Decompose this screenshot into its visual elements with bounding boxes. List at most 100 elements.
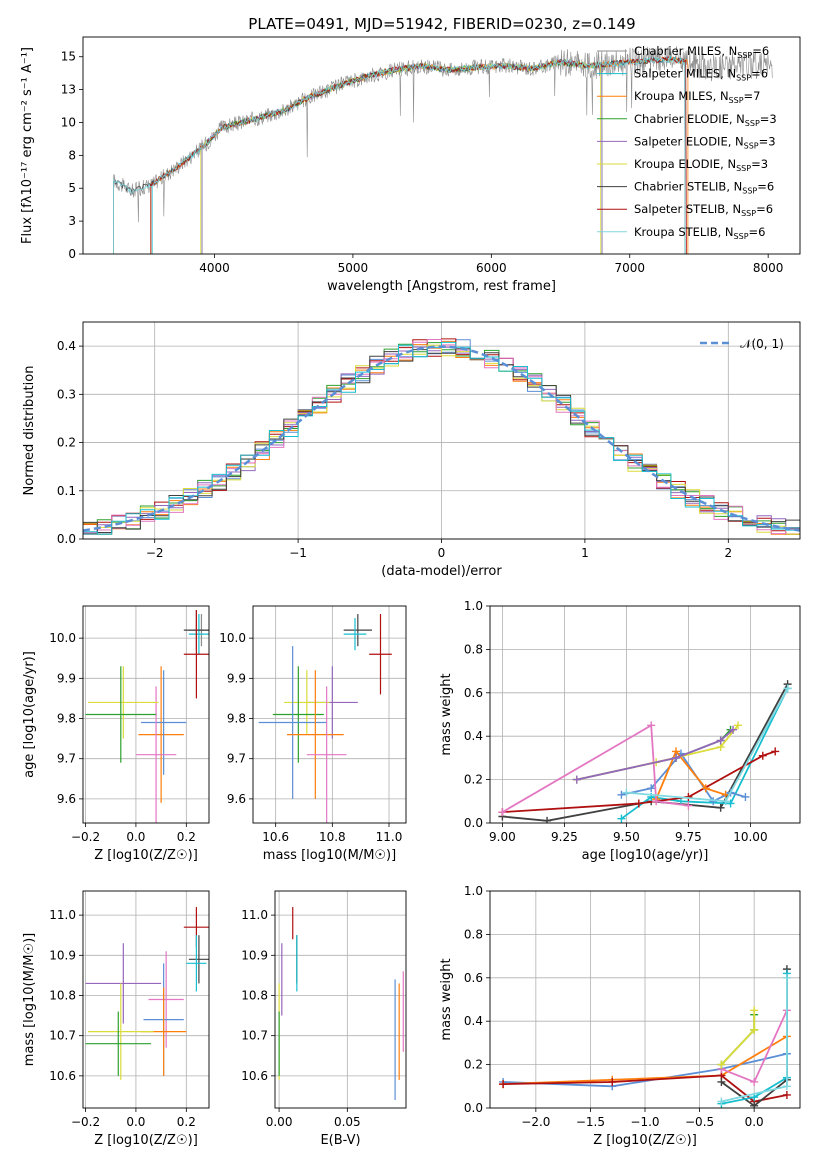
y-tick-label: 10.7 (241, 1029, 268, 1043)
weight-marker (647, 721, 656, 730)
weight-series-line (503, 1035, 788, 1085)
weight-marker (634, 799, 643, 808)
histogram-step (83, 344, 800, 535)
panel-weight_vs_age: 9.00 9.25 9.50 9.75 10.00 0.0 0.2 0.4 0.6 0.8 1.0 a… (439, 599, 801, 863)
weight-marker (716, 803, 725, 812)
weight-marker (750, 1101, 759, 1108)
y-tick-label: 10.9 (49, 948, 76, 962)
x-tick-label: 1 (581, 546, 589, 560)
x-axis-label: age [log10(age/yr)] (582, 848, 709, 863)
y-tick-label: 0.2 (464, 773, 483, 787)
x-tick-label: 9.75 (675, 830, 702, 844)
x-axis-label: Z [log10(Z/Z☉)] (94, 1133, 198, 1148)
y-tick-label: 0.6 (464, 971, 483, 985)
plot-area (278, 907, 404, 1100)
y-tick-label: 9.7 (57, 752, 76, 766)
y-tick-label: 0.2 (464, 1058, 483, 1072)
x-tick-label: 0.0 (126, 1115, 145, 1129)
legend-entry: Kroupa STELIB, NSSP=6 (634, 225, 765, 241)
plot-area (499, 965, 791, 1108)
x-tick-label: 10.6 (262, 830, 289, 844)
weight-marker (734, 721, 742, 730)
weight-marker (750, 1006, 759, 1015)
weight-marker (783, 684, 792, 693)
weight-marker (716, 736, 725, 745)
x-tick-label: 0 (438, 546, 446, 560)
x-tick-label: 10.8 (319, 830, 346, 844)
x-axis-label: Z [log10(Z/Z☉)] (94, 848, 198, 863)
weight-marker (717, 1060, 726, 1069)
y-tick-label: 13 (61, 83, 76, 97)
legend-entry: Kroupa MILES, NSSP=7 (634, 89, 760, 105)
y-tick-label: 10 (61, 115, 76, 129)
plot-area (258, 614, 392, 823)
histogram-step (83, 348, 800, 533)
weight-marker (572, 775, 581, 784)
x-tick-label: 9.25 (551, 830, 578, 844)
y-tick-label: 3 (68, 214, 76, 228)
x-tick-label: 0.05 (334, 1115, 361, 1129)
weight-marker (717, 1077, 726, 1086)
y-tick-label: 10.8 (49, 988, 76, 1002)
panel-spectrum: 4000 5000 6000 7000 8000 0 3 5 8 10 13 15 wavelength… (20, 36, 801, 294)
axes-frame (489, 605, 801, 824)
x-tick-label: −0.2 (71, 830, 100, 844)
y-tick-label: 9.8 (57, 712, 76, 726)
x-tick-label: 0.0 (126, 830, 145, 844)
plot-area (85, 610, 209, 823)
panel-age_vs_Z: −0.2 0.0 0.2 9.6 9.7 9.8 9.9 10.0 Z [log10(Z/Z☉)… (22, 605, 210, 863)
y-tick-label: 9.9 (227, 671, 246, 685)
axes-frame (274, 890, 407, 1109)
legend-entry: Salpeter ELODIE, NSSP=3 (634, 134, 776, 150)
y-tick-label: 0.0 (57, 532, 76, 546)
y-tick-label: 0.0 (464, 1101, 483, 1115)
weight-marker (652, 797, 661, 806)
weight-marker (721, 797, 730, 806)
weight-marker (782, 1082, 791, 1091)
x-axis-label: E(B-V) (320, 1133, 360, 1148)
legend-entry: Salpeter STELIB, NSSP=6 (634, 202, 773, 218)
x-tick-label: 7000 (614, 261, 645, 275)
y-tick-label: 11.0 (241, 908, 268, 922)
y-tick-label: 0.4 (57, 339, 76, 353)
weight-marker (672, 753, 680, 762)
y-tick-label: 0.8 (464, 642, 483, 656)
y-tick-label: 9.7 (227, 752, 246, 766)
legend-entry: 𝒩(0, 1) (740, 337, 784, 351)
y-tick-label: 0 (68, 247, 76, 261)
weight-marker (701, 784, 710, 793)
weight-marker (717, 1097, 726, 1106)
weight-series-line (655, 749, 726, 800)
y-tick-label: 9.6 (57, 792, 76, 806)
y-tick-label: 1.0 (464, 884, 483, 898)
axes-frame (82, 605, 210, 824)
x-axis-label: Z [log10(Z/Z☉)] (593, 1133, 697, 1148)
x-tick-label: 8000 (753, 261, 784, 275)
y-tick-label: 10.6 (49, 1069, 76, 1083)
weight-marker (726, 799, 735, 808)
y-tick-label: 0.8 (464, 927, 483, 941)
y-axis-label: mass weight (439, 958, 454, 1040)
y-tick-label: 10.9 (241, 948, 268, 962)
y-tick-label: 0.4 (464, 729, 483, 743)
x-tick-label: 0.2 (177, 830, 196, 844)
x-tick-label: 5000 (338, 261, 369, 275)
x-tick-label: −2.0 (521, 1115, 550, 1129)
weight-marker (543, 816, 552, 823)
x-axis-label: wavelength [Angstrom, rest frame] (327, 279, 556, 294)
y-tick-label: 0.0 (464, 816, 483, 830)
panel-mass_vs_EBV: 0.00 0.05 10.6 10.7 10.8 10.9 11.0 E(B-V) (241, 890, 407, 1148)
x-axis-label: mass [log10(M/M☉)] (263, 848, 396, 863)
y-tick-label: 0.3 (57, 387, 76, 401)
axes-frame (252, 605, 407, 824)
y-axis-label: mass weight (439, 673, 454, 755)
weight-series-line (576, 729, 734, 781)
axes-frame (82, 321, 801, 540)
y-tick-label: 0.1 (57, 484, 76, 498)
weight-marker (622, 788, 631, 797)
y-tick-label: 8 (68, 148, 76, 162)
plot-area (83, 338, 800, 535)
x-tick-label: 0.2 (177, 1115, 196, 1129)
x-tick-label: 4000 (199, 261, 230, 275)
x-axis-label: (data-model)/error (381, 564, 502, 579)
